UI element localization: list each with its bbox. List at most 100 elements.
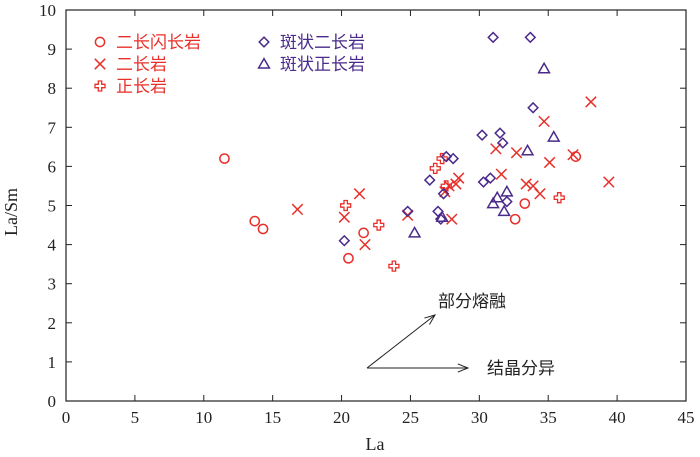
- data-point: [603, 176, 615, 188]
- data-point: [443, 180, 455, 192]
- data-point: [538, 115, 550, 128]
- data-point: [567, 148, 579, 161]
- data-point: [440, 180, 452, 192]
- data-point: [487, 31, 499, 44]
- data-point: [553, 192, 565, 204]
- data-point: [452, 172, 465, 184]
- data-point: [520, 178, 532, 190]
- data-point: [249, 215, 261, 227]
- y-tick-label: 8: [48, 79, 57, 98]
- legend-marker: [94, 36, 106, 48]
- y-tick-label: 6: [48, 157, 57, 176]
- data-point: [359, 238, 371, 251]
- y-axis-title: La/Sm: [1, 188, 21, 236]
- data-point: [496, 137, 509, 149]
- data-point: [510, 146, 523, 159]
- annotation-partial-melting: 部分熔融: [438, 292, 506, 312]
- x-tick-label: 0: [62, 408, 71, 427]
- data-point: [490, 190, 504, 203]
- data-point: [500, 184, 514, 197]
- legend-marker: [94, 58, 106, 70]
- data-point: [373, 219, 385, 231]
- data-point: [434, 213, 447, 226]
- data-point: [543, 156, 556, 169]
- data-point: [446, 213, 458, 225]
- y-tick-label: 5: [48, 197, 57, 216]
- data-point: [520, 143, 535, 156]
- data-point: [407, 225, 422, 238]
- data-point: [343, 252, 354, 264]
- data-point: [585, 96, 597, 108]
- data-point: [524, 31, 537, 44]
- data-point: [494, 127, 506, 140]
- data-point: [484, 172, 497, 184]
- data-point: [501, 195, 513, 208]
- data-point: [388, 260, 400, 272]
- legend-marker: [94, 80, 106, 92]
- data-point: [358, 227, 369, 239]
- y-tick-label: 9: [48, 40, 57, 59]
- data-point: [534, 188, 546, 200]
- legend-label: 斑状二长岩: [280, 33, 365, 53]
- data-point: [477, 176, 490, 188]
- x-axis-title: La: [366, 434, 385, 454]
- x-tick-label: 10: [195, 408, 212, 427]
- x-tick-label: 30: [471, 408, 488, 427]
- data-point: [353, 188, 366, 200]
- y-tick-label: 10: [39, 1, 56, 20]
- data-point: [257, 223, 269, 235]
- legend-label: 二长闪长岩: [116, 33, 201, 53]
- legend-label: 二长岩: [116, 55, 167, 75]
- legend-label: 斑状正长岩: [280, 55, 365, 75]
- legend-marker: [257, 57, 271, 69]
- data-point: [450, 178, 462, 190]
- legend-marker: [258, 36, 270, 48]
- data-point: [447, 152, 460, 165]
- data-point: [338, 211, 351, 223]
- y-tick-label: 2: [48, 314, 57, 333]
- x-tick-label: 25: [402, 408, 419, 427]
- data-point: [509, 213, 521, 225]
- x-tick-label: 15: [264, 408, 281, 427]
- data-point: [435, 210, 449, 223]
- data-point: [440, 150, 453, 163]
- data-point: [476, 129, 488, 141]
- annotation-fractional-crystallization: 结晶分异: [487, 359, 555, 379]
- data-point: [519, 198, 531, 209]
- data-point: [340, 199, 352, 212]
- legend-label: 正长岩: [116, 77, 167, 97]
- x-tick-label: 20: [333, 408, 350, 427]
- arrow-head: [424, 314, 437, 325]
- arrow-partial-melting: [366, 314, 436, 369]
- x-tick-label: 35: [540, 408, 557, 427]
- data-point: [219, 153, 230, 164]
- x-tick-label: 45: [678, 408, 695, 427]
- data-point: [423, 174, 436, 186]
- data-point: [338, 234, 351, 247]
- data-point: [497, 204, 511, 217]
- data-point: [537, 61, 551, 74]
- data-point: [291, 203, 304, 216]
- x-tick-label: 5: [131, 408, 140, 427]
- y-tick-label: 1: [48, 353, 57, 372]
- data-point: [527, 101, 539, 114]
- y-tick-label: 3: [48, 275, 57, 294]
- data-point: [401, 205, 414, 218]
- y-tick-label: 0: [48, 392, 57, 411]
- y-tick-label: 7: [48, 118, 57, 137]
- data-point: [547, 130, 561, 142]
- x-tick-label: 40: [609, 408, 626, 427]
- data-point: [436, 152, 448, 165]
- data-point: [437, 187, 450, 200]
- data-point: [429, 162, 441, 175]
- data-point: [486, 196, 500, 209]
- arrow-head: [457, 363, 470, 373]
- data-point: [495, 168, 508, 180]
- y-tick-label: 4: [48, 236, 57, 255]
- data-points: [219, 31, 615, 272]
